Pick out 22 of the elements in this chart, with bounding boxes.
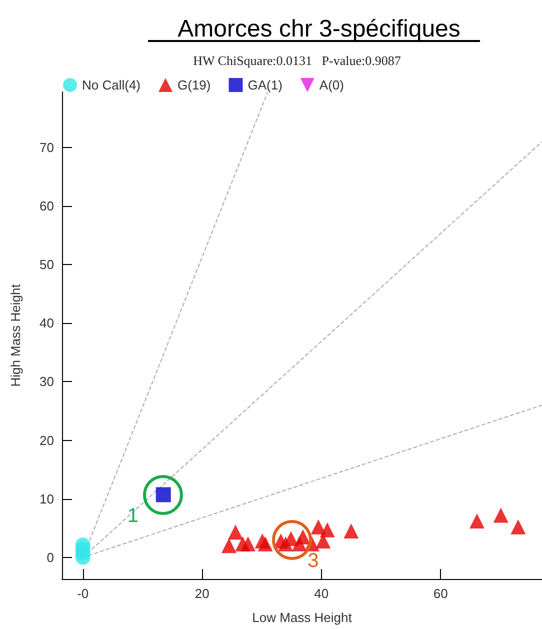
chart-title: Amorces chr 3-spécifiques <box>178 16 460 42</box>
chart-subtitle: HW ChiSquare:0.0131 P-value:0.9087 <box>193 53 402 68</box>
annotation: 1 <box>127 504 138 528</box>
x-tick-label: 20 <box>194 586 210 601</box>
y-tick-label: 70 <box>40 140 54 156</box>
y-axis-title: High Mass Height <box>8 284 23 387</box>
y-tick-label: 30 <box>40 374 54 390</box>
x-axis-title: Low Mass Height <box>252 610 352 625</box>
x-tick-label: 60 <box>433 586 448 601</box>
y-tick-label: 0 <box>46 550 54 565</box>
y-tick-label: 20 <box>40 432 54 448</box>
legend-label: G(19) <box>178 78 211 92</box>
legend-label: No Call(4) <box>82 78 141 92</box>
y-tick-label: 40 <box>40 316 54 331</box>
y-tick-label: 50 <box>40 257 54 272</box>
legend-label: A(0) <box>319 78 344 92</box>
x-tick-label: -0 <box>77 586 89 601</box>
annotation: 3 <box>308 550 319 573</box>
y-tick-label: 10 <box>40 491 54 506</box>
legend-label: GA(1) <box>248 78 282 92</box>
x-tick-label: 40 <box>314 586 329 601</box>
y-tick-label: 60 <box>40 198 54 214</box>
